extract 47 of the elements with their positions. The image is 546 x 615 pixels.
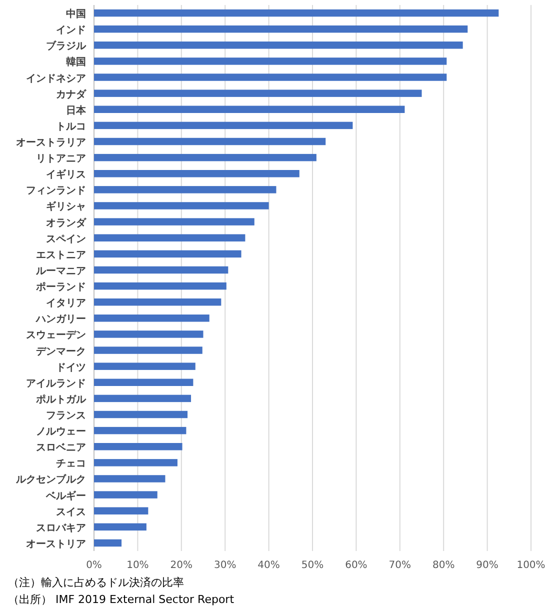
category: スペイン bbox=[46, 234, 86, 245]
category: エストニア bbox=[36, 250, 86, 261]
category: ブラジル bbox=[46, 41, 86, 52]
category: 中国 bbox=[66, 9, 86, 20]
tick: 30% bbox=[214, 560, 236, 571]
tick: 60% bbox=[345, 560, 368, 571]
tick: 80% bbox=[432, 560, 455, 571]
category: 日本 bbox=[66, 105, 86, 116]
category: スウェーデン bbox=[26, 330, 86, 342]
category: ルーマニア bbox=[36, 266, 86, 277]
annotation: （出所） IMF 2019 External Sector Report bbox=[8, 593, 234, 606]
category: ルクセンブルク bbox=[16, 474, 86, 486]
category: トルコ bbox=[56, 121, 86, 132]
category: スロバキア bbox=[36, 522, 86, 534]
tick: 40% bbox=[258, 560, 280, 571]
category: イタリア bbox=[46, 298, 86, 310]
category: カナダ bbox=[56, 89, 86, 100]
tick: 70% bbox=[388, 560, 412, 571]
tick: 0% bbox=[86, 560, 102, 571]
category: チェコ bbox=[56, 458, 86, 470]
annotation: （注）輸入に占めるドル決済の比率 bbox=[8, 576, 184, 589]
category: ポルトガル bbox=[36, 394, 86, 406]
category: ドイツ bbox=[56, 362, 86, 374]
category: オランダ bbox=[46, 218, 86, 229]
tick: 90% bbox=[476, 560, 498, 571]
category: インドネシア bbox=[26, 73, 86, 84]
tick: 50% bbox=[301, 560, 324, 571]
category: オーストラリア bbox=[16, 138, 86, 148]
category: ベルギー bbox=[46, 490, 86, 502]
category: リトアニア bbox=[36, 154, 86, 165]
category: スイス bbox=[56, 506, 86, 518]
category: ノルウェー bbox=[36, 426, 86, 438]
category: アイルランド bbox=[26, 378, 86, 390]
category: フィンランド bbox=[26, 186, 86, 197]
category: デンマーク bbox=[36, 346, 86, 358]
category: オーストリア bbox=[26, 538, 86, 550]
tick: 10% bbox=[126, 560, 149, 571]
category: ポーランド bbox=[36, 282, 86, 294]
tick: 100% bbox=[516, 560, 546, 571]
category: ハンガリー bbox=[36, 314, 86, 326]
category: インド bbox=[56, 25, 86, 36]
category: ギリシャ bbox=[46, 202, 86, 213]
category: フランス bbox=[46, 410, 86, 422]
category: スロベニア bbox=[36, 442, 86, 454]
category: 韓国 bbox=[66, 57, 86, 68]
tick: 20% bbox=[170, 560, 193, 571]
category: イギリス bbox=[46, 170, 86, 181]
